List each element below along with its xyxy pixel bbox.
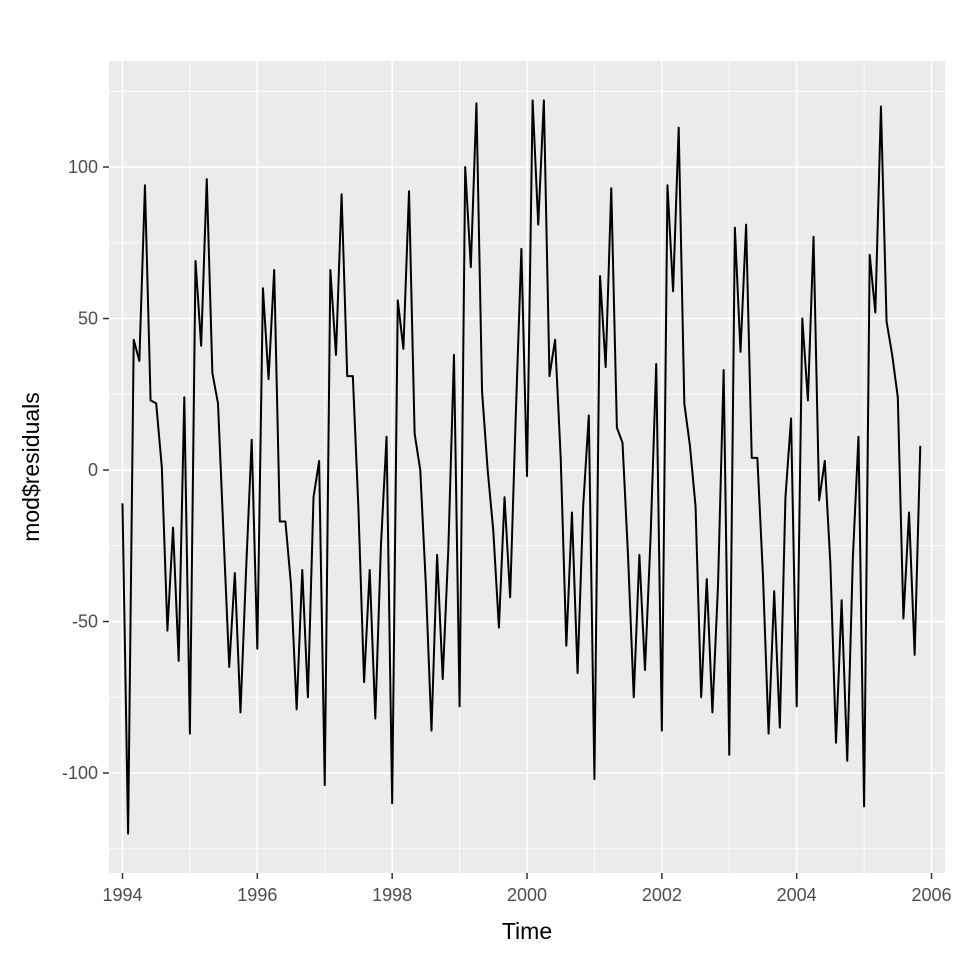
y-axis-title: mod$residuals (18, 392, 44, 542)
x-axis-title: Time (502, 918, 552, 944)
x-tick-label: 1998 (372, 885, 412, 905)
y-tick-label: 0 (88, 460, 98, 480)
y-tick-label: 100 (68, 157, 98, 177)
y-axis: -100 -50 0 50 100 (62, 157, 109, 783)
x-tick-label: 1996 (237, 885, 277, 905)
x-tick-label: 2000 (507, 885, 547, 905)
residuals-series-line (121, 99, 922, 835)
x-tick-label: 1994 (102, 885, 142, 905)
x-tick-label: 2006 (911, 885, 951, 905)
x-tick-label: 2004 (777, 885, 817, 905)
y-tick-label: -100 (62, 763, 98, 783)
y-tick-label: 50 (78, 309, 98, 329)
y-tick-label: -50 (72, 612, 98, 632)
x-axis: 1994 1996 1998 2000 2002 2004 2006 (102, 873, 952, 905)
x-tick-label: 2002 (642, 885, 682, 905)
